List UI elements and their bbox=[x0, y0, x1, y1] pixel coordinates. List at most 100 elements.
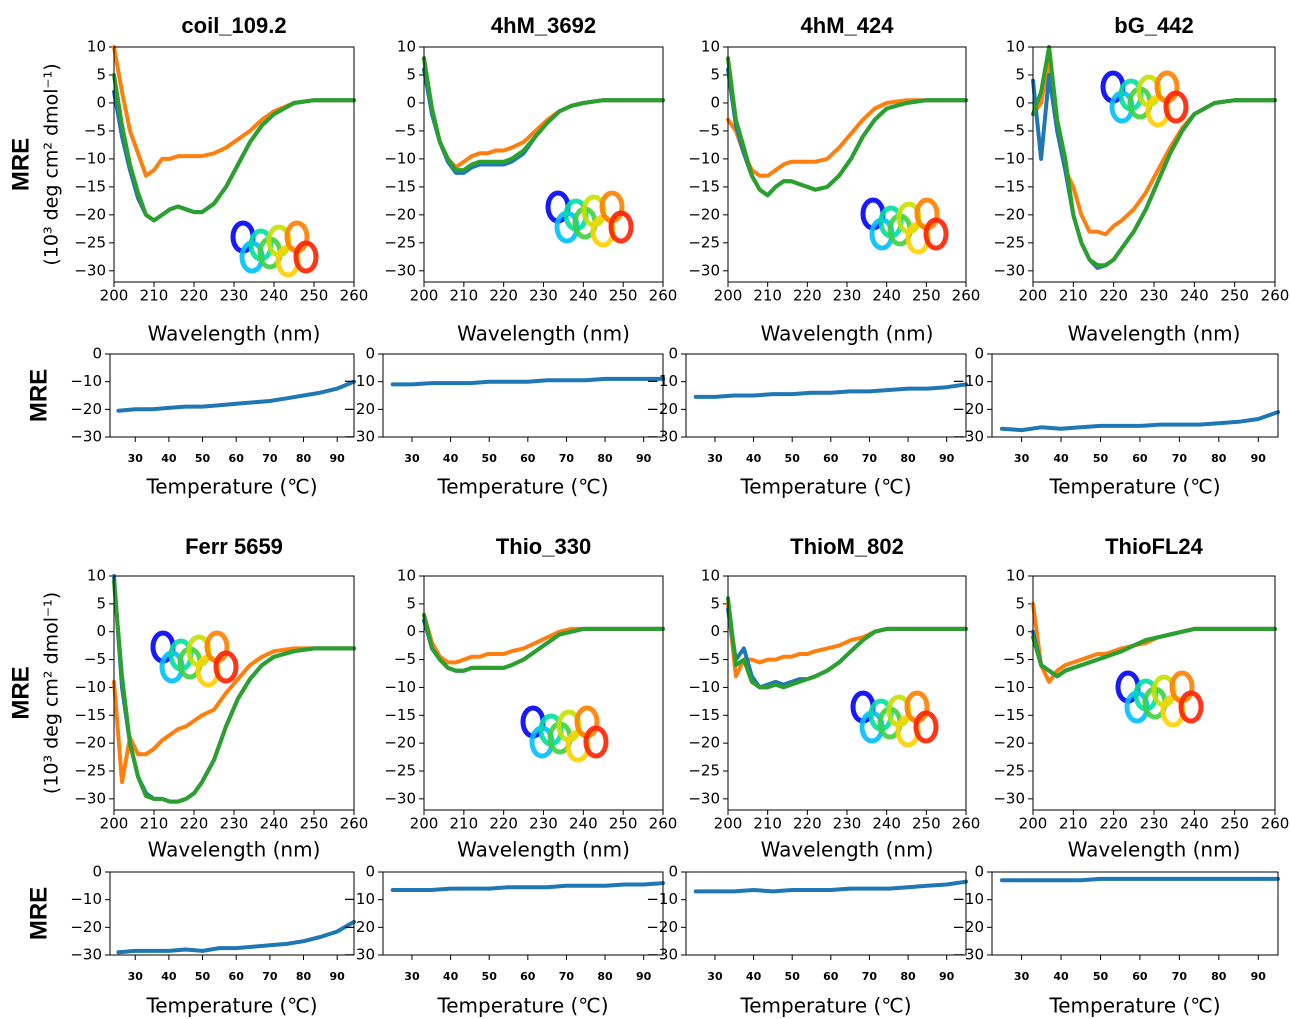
x-tick-label: 90 bbox=[1251, 970, 1267, 983]
panel: 0 −10 −20 −30 30 40 50 60 70 80 90 Temperature (℃) bbox=[343, 863, 665, 1018]
y-tick-label: −10 bbox=[993, 149, 1025, 167]
data-line bbox=[1031, 56, 1277, 237]
x-tick-label: 50 bbox=[1093, 970, 1109, 983]
y-tick-label: −10 bbox=[952, 372, 984, 390]
data-line bbox=[112, 646, 356, 785]
data-line bbox=[999, 876, 1280, 883]
y-tick-label: −25 bbox=[74, 762, 106, 780]
x-axis-label: Temperature (℃) bbox=[145, 475, 317, 499]
y-tick-label: −25 bbox=[384, 762, 416, 780]
x-axis-label: Wavelength (nm) bbox=[148, 838, 321, 862]
y-tick-label: −20 bbox=[74, 734, 106, 752]
x-tick-label: 80 bbox=[597, 452, 613, 465]
x-tick-label: 240 bbox=[872, 815, 901, 833]
panel: 10 5 0 −5 −10 −15 −20 −25 −30 200 210 220 230 240 250 2… bbox=[7, 13, 368, 346]
y-tick-label: 0 bbox=[365, 863, 375, 881]
x-axis-label: Wavelength (nm) bbox=[761, 322, 934, 346]
x-axis-label: Temperature (℃) bbox=[1048, 475, 1220, 499]
x-tick-label: 70 bbox=[559, 970, 575, 983]
x-tick-label: 210 bbox=[140, 287, 169, 305]
x-tick-label: 220 bbox=[1099, 287, 1128, 305]
y-tick-label: 0 bbox=[668, 863, 678, 881]
panel: 0 −10 −20 −30 30 40 50 60 70 80 90 Temperature (℃) bbox=[343, 345, 665, 499]
data-line bbox=[116, 919, 356, 955]
x-tick-label: 60 bbox=[229, 452, 245, 465]
y-tick-label: 5 bbox=[406, 594, 416, 612]
x-axis-label: Temperature (℃) bbox=[436, 475, 608, 499]
helix-segment bbox=[1163, 90, 1189, 124]
y-axis-label: MRE bbox=[25, 369, 52, 422]
x-tick-label: 250 bbox=[609, 815, 638, 833]
x-tick-label: 80 bbox=[597, 970, 613, 983]
x-tick-label: 220 bbox=[489, 287, 518, 305]
protein-structure bbox=[230, 220, 319, 278]
panel-title: bG_442 bbox=[1114, 13, 1194, 38]
plot-frame bbox=[109, 353, 355, 438]
panel-title: ThioFL24 bbox=[1105, 534, 1204, 559]
helix-segment bbox=[213, 650, 239, 684]
x-tick-label: 250 bbox=[1220, 815, 1249, 833]
plot-frame bbox=[113, 46, 355, 283]
plot-frame bbox=[727, 575, 967, 811]
x-tick-label: 60 bbox=[823, 970, 839, 983]
y-tick-label: −30 bbox=[70, 946, 102, 964]
y-tick-label: −5 bbox=[394, 650, 416, 668]
x-axis-label: Temperature (℃) bbox=[739, 994, 911, 1018]
x-tick-label: 210 bbox=[753, 815, 782, 833]
y-tick-label: 0 bbox=[92, 863, 102, 881]
panel: 10 5 0 −5 −10 −15 −20 −25 −30 200 210 220 230 240 250 2… bbox=[384, 13, 677, 346]
x-axis-label: Wavelength (nm) bbox=[457, 322, 630, 346]
x-axis-label: Temperature (℃) bbox=[739, 475, 911, 499]
x-tick-label: 210 bbox=[1059, 287, 1088, 305]
x-tick-label: 70 bbox=[862, 452, 878, 465]
y-tick-label: 5 bbox=[710, 594, 720, 612]
y-tick-label: −10 bbox=[646, 890, 678, 908]
x-tick-label: 30 bbox=[404, 970, 420, 983]
x-tick-label: 240 bbox=[569, 287, 598, 305]
x-tick-label: 80 bbox=[296, 452, 312, 465]
y-tick-label: −5 bbox=[84, 121, 106, 139]
x-tick-label: 70 bbox=[262, 452, 278, 465]
x-tick-label: 200 bbox=[714, 287, 743, 305]
y-tick-label: 0 bbox=[92, 345, 102, 363]
y-tick-label: −20 bbox=[688, 734, 720, 752]
y-tick-label: −30 bbox=[993, 261, 1025, 279]
y-tick-label: −20 bbox=[646, 918, 678, 936]
y-tick-label: −15 bbox=[74, 706, 106, 724]
y-tick-label: −30 bbox=[688, 261, 720, 279]
x-tick-label: 230 bbox=[833, 815, 862, 833]
plot-frame bbox=[382, 353, 664, 438]
y-tick-label: −5 bbox=[698, 121, 720, 139]
x-tick-label: 50 bbox=[482, 970, 498, 983]
x-tick-label: 30 bbox=[707, 452, 723, 465]
x-tick-label: 230 bbox=[529, 287, 558, 305]
x-tick-label: 220 bbox=[180, 287, 209, 305]
x-tick-label: 200 bbox=[714, 815, 743, 833]
x-tick-label: 80 bbox=[296, 970, 312, 983]
y-tick-label: 0 bbox=[406, 622, 416, 640]
x-tick-label: 240 bbox=[1180, 287, 1209, 305]
y-tick-label: 0 bbox=[710, 93, 720, 111]
x-tick-label: 80 bbox=[900, 970, 916, 983]
x-tick-label: 90 bbox=[939, 452, 955, 465]
x-tick-label: 260 bbox=[649, 815, 678, 833]
data-line bbox=[999, 410, 1280, 433]
x-tick-label: 210 bbox=[450, 287, 479, 305]
data-line bbox=[726, 601, 968, 679]
y-tick-label: −20 bbox=[952, 918, 984, 936]
helix-segment bbox=[923, 217, 949, 251]
data-line bbox=[422, 56, 665, 170]
x-tick-label: 50 bbox=[482, 452, 498, 465]
data-line bbox=[1031, 45, 1277, 268]
x-tick-label: 70 bbox=[262, 970, 278, 983]
x-tick-label: 50 bbox=[785, 452, 801, 465]
y-tick-label: 5 bbox=[1015, 594, 1025, 612]
x-tick-label: 200 bbox=[1019, 815, 1048, 833]
plot-frame bbox=[1032, 575, 1276, 811]
data-line bbox=[422, 613, 665, 673]
helix-segment bbox=[1178, 690, 1204, 724]
panel: 10 5 0 −5 −10 −15 −20 −25 −30 200 210 220 230 240 250 2… bbox=[384, 534, 677, 862]
helix-segment bbox=[608, 210, 634, 244]
protein-structure bbox=[150, 630, 239, 688]
data-line bbox=[726, 596, 968, 690]
